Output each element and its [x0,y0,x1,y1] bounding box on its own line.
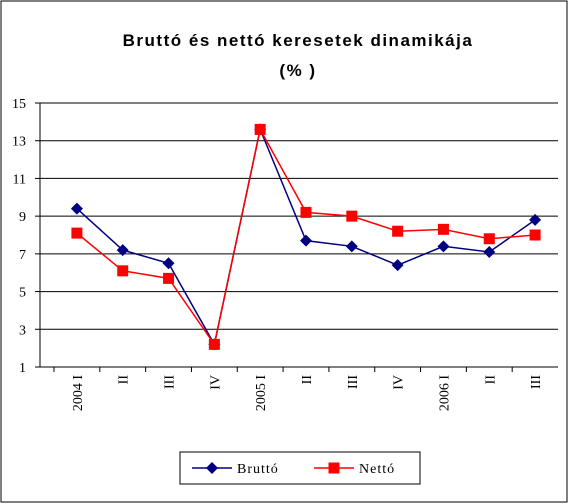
x-tick-label: II [483,375,498,385]
point-marker [328,462,340,474]
chart-subtitle: (% ) [279,61,316,80]
y-tick-label: 3 [19,323,26,338]
point-marker [391,259,404,272]
point-marker [71,227,83,239]
x-tick-label: III [163,375,178,389]
point-marker [345,240,358,253]
x-tick-label: III [529,375,544,389]
x-tick-label: 2006 I [437,375,452,412]
point-marker [162,257,175,270]
x-tick-label: IV [392,375,407,390]
x-tick-label: 2005 I [254,375,269,412]
y-tick-label: 15 [12,97,26,112]
point-marker [208,338,220,350]
point-marker [300,206,312,218]
y-tick-label: 7 [19,248,26,263]
legend-label: Bruttó [237,462,279,477]
x-tick-label: II [300,375,315,385]
y-tick-label: 1 [19,361,26,376]
y-tick-label: 13 [12,135,26,150]
point-marker [437,240,450,253]
point-marker [206,462,218,474]
point-marker [300,234,312,247]
point-marker [346,210,358,222]
x-tick-label: IV [208,375,223,390]
point-marker [254,123,266,135]
x-tick-label: III [346,375,361,389]
point-marker [117,265,129,277]
point-marker [392,225,404,237]
chart-title: Bruttó és nettó keresetek dinamikája [123,31,474,50]
legend-label: Nettó [359,462,395,477]
point-marker [529,229,541,241]
x-tick-label: 2004 I [71,375,86,412]
point-marker [163,272,175,284]
point-marker [483,245,496,258]
x-tick-label: II [117,375,132,385]
point-marker [483,233,495,245]
point-marker [437,223,449,235]
point-marker [70,202,83,215]
point-marker [116,244,129,257]
y-tick-label: 9 [19,210,26,225]
y-tick-label: 11 [13,172,26,187]
point-marker [529,213,542,226]
y-tick-label: 5 [19,286,26,301]
